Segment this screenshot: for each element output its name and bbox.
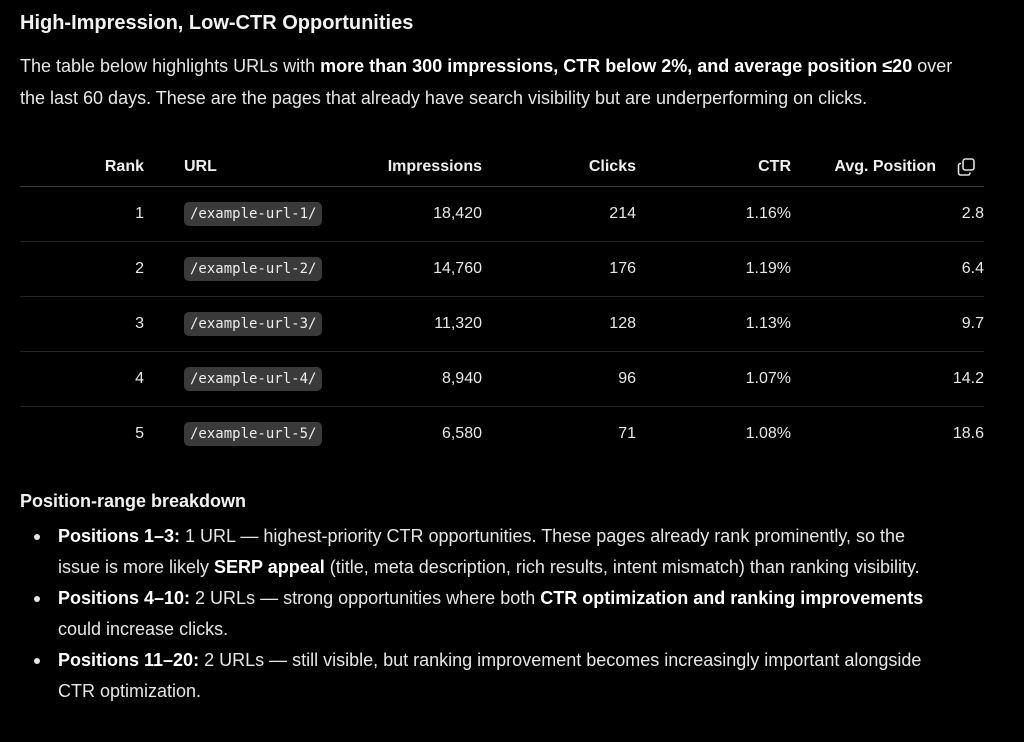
item-label: Positions 4–10: [58, 588, 191, 608]
url-code: /example-url-4/ [184, 366, 323, 391]
copy-icon [957, 158, 975, 176]
cell-clicks: 96 [618, 370, 636, 387]
cell-url: /example-url-4/ [184, 352, 384, 406]
header-impressions: Impressions [387, 158, 482, 175]
item-text: 1 URL — highest-priority CTR opportuniti… [58, 526, 906, 577]
table-header: Rank URL Impressions Clicks CTR Avg. Pos… [20, 150, 984, 187]
cell-impressions: 11,320 [434, 315, 482, 332]
intro-paragraph: The table below highlights URLs with mor… [20, 50, 960, 114]
list-item: Positions 1–3: 1 URL — highest-priority … [20, 521, 948, 583]
cell-url: /example-url-3/ [184, 297, 384, 351]
cell-url: /example-url-1/ [184, 187, 384, 241]
cell-ctr: 1.07% [745, 370, 791, 387]
cell-impressions: 14,760 [433, 260, 482, 277]
item-text-2: (title, meta description, rich results, … [324, 557, 920, 577]
cell-impressions: 18,420 [433, 205, 482, 222]
cell-avg-position: 14.2 [952, 370, 984, 387]
cell-ctr: 1.16% [745, 205, 791, 222]
list-item: Positions 11–20: 2 URLs — still visible,… [20, 645, 948, 707]
cell-clicks: 176 [609, 260, 636, 277]
url-code: /example-url-3/ [184, 311, 323, 336]
cell-avg-position: 2.8 [961, 205, 984, 222]
cell-ctr: 1.08% [745, 425, 791, 442]
cell-url: /example-url-5/ [184, 407, 384, 461]
header-ctr: CTR [758, 158, 791, 175]
cell-ctr: 1.19% [745, 260, 791, 277]
header-clicks: Clicks [588, 158, 636, 175]
item-emphasis: CTR optimization and ranking improvement… [540, 588, 924, 608]
opportunities-table: Rank URL Impressions Clicks CTR Avg. Pos… [20, 150, 984, 461]
url-code: /example-url-1/ [184, 201, 323, 226]
cell-rank: 2 [135, 260, 144, 277]
section-title: High-Impression, Low-CTR Opportunities [20, 12, 414, 34]
item-text-2: could increase clicks. [58, 619, 229, 639]
item-label: Positions 1–3: [58, 526, 181, 546]
url-code: /example-url-2/ [184, 256, 323, 281]
cell-impressions: 6,580 [441, 425, 482, 442]
table-row: 3 /example-url-3/ 11,320 128 1.13% 9.7 [20, 297, 984, 352]
cell-avg-position: 6.4 [961, 260, 984, 277]
intro-text-2: over the last 60 days. These are the pag… [20, 56, 953, 108]
cell-ctr: 1.13% [745, 315, 791, 332]
item-label: Positions 11–20: [58, 650, 200, 670]
url-code: /example-url-5/ [184, 421, 323, 446]
cell-rank: 3 [135, 315, 144, 332]
header-rank: Rank [104, 158, 144, 175]
table-row: 4 /example-url-4/ 8,940 96 1.07% 14.2 [20, 352, 984, 407]
cell-rank: 1 [135, 205, 144, 222]
copy-table-button[interactable] [956, 156, 978, 178]
cell-impressions: 8,940 [441, 370, 482, 387]
cell-clicks: 214 [609, 205, 636, 222]
item-text: 2 URLs — strong opportunities where both [190, 588, 541, 608]
cell-url: /example-url-2/ [184, 242, 384, 296]
item-text: 2 URLs — still visible, but ranking impr… [58, 650, 922, 701]
header-avg-position: Avg. Position [834, 158, 936, 175]
breakdown-list: Positions 1–3: 1 URL — highest-priority … [20, 521, 984, 707]
intro-criteria: more than 300 impressions, CTR below 2%,… [320, 56, 913, 76]
cell-rank: 4 [135, 370, 144, 387]
intro-text-1: The table below highlights URLs with [20, 56, 321, 76]
item-emphasis: SERP appeal [214, 557, 325, 577]
table-row: 2 /example-url-2/ 14,760 176 1.19% 6.4 [20, 242, 984, 297]
cell-rank: 5 [135, 425, 144, 442]
cell-avg-position: 18.6 [952, 425, 984, 442]
breakdown-heading: Position-range breakdown [20, 491, 247, 511]
cell-clicks: 71 [618, 425, 636, 442]
table-row: 1 /example-url-1/ 18,420 214 1.16% 2.8 [20, 187, 984, 242]
list-item: Positions 4–10: 2 URLs — strong opportun… [20, 583, 948, 645]
header-url: URL [184, 158, 217, 175]
table-row: 5 /example-url-5/ 6,580 71 1.08% 18.6 [20, 407, 984, 461]
cell-avg-position: 9.7 [961, 315, 984, 332]
cell-clicks: 128 [609, 315, 636, 332]
